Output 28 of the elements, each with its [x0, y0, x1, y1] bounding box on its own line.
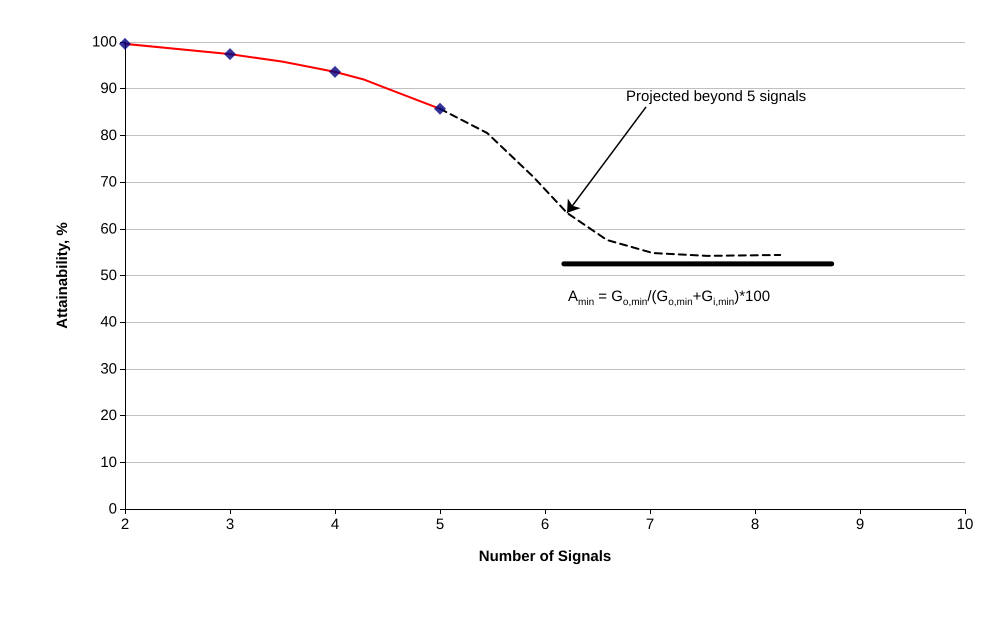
point: [434, 102, 446, 115]
annotation: Projected beyond 5 signals: [626, 88, 806, 106]
y-tick-label: 30: [100, 360, 117, 378]
y-tick-label: 20: [100, 407, 117, 424]
x-tick-label: 7: [646, 516, 654, 533]
y-tick-label: 40: [100, 314, 117, 331]
y-axis-title: Attainability, %: [54, 222, 71, 329]
x-tick-label: 6: [540, 516, 550, 533]
y-tick-label: 10: [100, 454, 117, 471]
x-tick-label: 9: [856, 516, 864, 533]
point: [119, 38, 131, 50]
y-tick-label: 0: [108, 500, 117, 518]
point: [224, 48, 236, 60]
x-tick-label: 3: [226, 516, 234, 533]
y-tick-label: 50: [100, 267, 117, 284]
x-tick-label: 8: [750, 516, 760, 533]
x-tick-label: 5: [436, 516, 444, 533]
y-tick-label: 70: [100, 174, 117, 191]
y-tick-label: 100: [92, 34, 117, 50]
x-tick-label: 2: [120, 516, 130, 533]
x-tick-label: 4: [330, 516, 340, 533]
x-tick-label: 10: [956, 516, 974, 533]
y-tick-label: 90: [100, 80, 117, 98]
y-tick-label: 80: [100, 126, 117, 144]
x-axis-title: Number of Signals: [478, 548, 612, 565]
text: A$_{min}$ = G$_{o,min}$/(G$_{o,min}$+G$_{i,min}$)*100: [568, 288, 770, 308]
point: [329, 66, 341, 78]
y-tick-label: 60: [100, 220, 117, 238]
